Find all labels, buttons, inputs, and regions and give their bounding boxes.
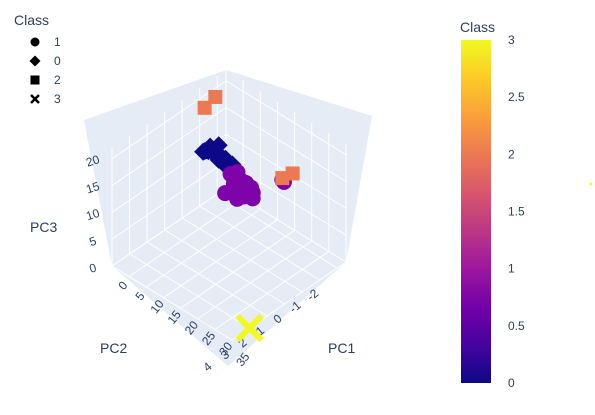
- axis-title-pc2: PC2: [100, 340, 127, 356]
- scene-background: [84, 70, 372, 366]
- axis-title-pc3: PC3: [30, 219, 57, 235]
- legend-label: 3: [54, 92, 61, 106]
- grid-pc2-floor: [181, 217, 303, 293]
- colorbar-tick: 1.5: [508, 205, 525, 219]
- colorbar-tick: 2.5: [508, 90, 525, 104]
- tick-pc2: 4: [200, 359, 214, 374]
- grid-pc3-wall: [225, 107, 347, 182]
- circle-icon: [30, 37, 40, 47]
- colorbar-tick: 3: [508, 33, 515, 47]
- legend-label: 2: [54, 73, 61, 87]
- colorbar-tick: 0.5: [508, 319, 525, 333]
- colorbar-title: Class: [460, 19, 496, 35]
- back-wall-xz: [84, 70, 226, 266]
- grid-pc1-floor: [197, 240, 312, 320]
- legend-item-0[interactable]: 0: [28, 53, 61, 69]
- back-wall-yz: [226, 70, 372, 262]
- grid-pc3-wall2: [111, 160, 227, 240]
- tick-pc3: 0: [87, 260, 98, 275]
- legend-label: 1: [54, 35, 61, 49]
- grid-pc1-floor: [146, 208, 261, 288]
- legend-item-2[interactable]: 2: [28, 72, 61, 88]
- grid-pc2-floor: [199, 205, 320, 281]
- legend-label: 0: [54, 54, 61, 68]
- tick-pc3: 20: [84, 152, 101, 170]
- grid-pc2-floor: [164, 229, 285, 305]
- point-class-1: [217, 185, 234, 202]
- colorbar-tick: 0: [508, 376, 515, 390]
- grid-pc3-wall: [225, 160, 347, 236]
- point-class-2: [208, 89, 223, 104]
- stray-point: [589, 182, 593, 186]
- grid-pc2-floor: [111, 265, 233, 341]
- tick-pc3: 15: [84, 179, 101, 197]
- data-points: [194, 89, 300, 343]
- point-class-2: [285, 166, 300, 181]
- grid-pc3-wall2: [111, 107, 227, 186]
- grid-pc1-floor: [214, 251, 330, 330]
- tick-pc3: 10: [84, 206, 101, 224]
- legend-item-3[interactable]: 3: [28, 91, 61, 107]
- diamond-icon: [29, 55, 41, 67]
- colorbar-ticks: 0 0.5 1 1.5 2 2.5 3: [508, 33, 525, 390]
- grid-pc3-wall: [225, 80, 347, 156]
- point-class-2: [197, 100, 212, 115]
- legend-item-1[interactable]: 1: [28, 34, 61, 50]
- legend-title: Class: [14, 12, 50, 28]
- grid-pc3-wall2: [111, 80, 227, 160]
- grid-pc1-floor: [128, 198, 244, 277]
- point-class-1: [244, 190, 261, 207]
- point-class-3: [235, 313, 264, 343]
- grid-pc2-floor: [129, 253, 250, 329]
- grid-pc3-wall2: [111, 187, 227, 267]
- colorbar-gradient: [461, 40, 491, 383]
- grid-pc1-floor: [180, 229, 295, 309]
- axis-title-pc1: PC1: [328, 340, 355, 356]
- colorbar-tick: 2: [508, 147, 515, 161]
- grid-pc1-floor: [163, 219, 278, 299]
- square-icon: [30, 75, 40, 85]
- tick-pc3: 5: [87, 234, 98, 249]
- colorbar-tick: 1: [508, 262, 515, 276]
- grid-pc2-floor: [146, 241, 268, 317]
- tick-pc1: 0: [115, 278, 130, 292]
- floor-plane: [112, 188, 346, 366]
- x-icon: [30, 94, 40, 104]
